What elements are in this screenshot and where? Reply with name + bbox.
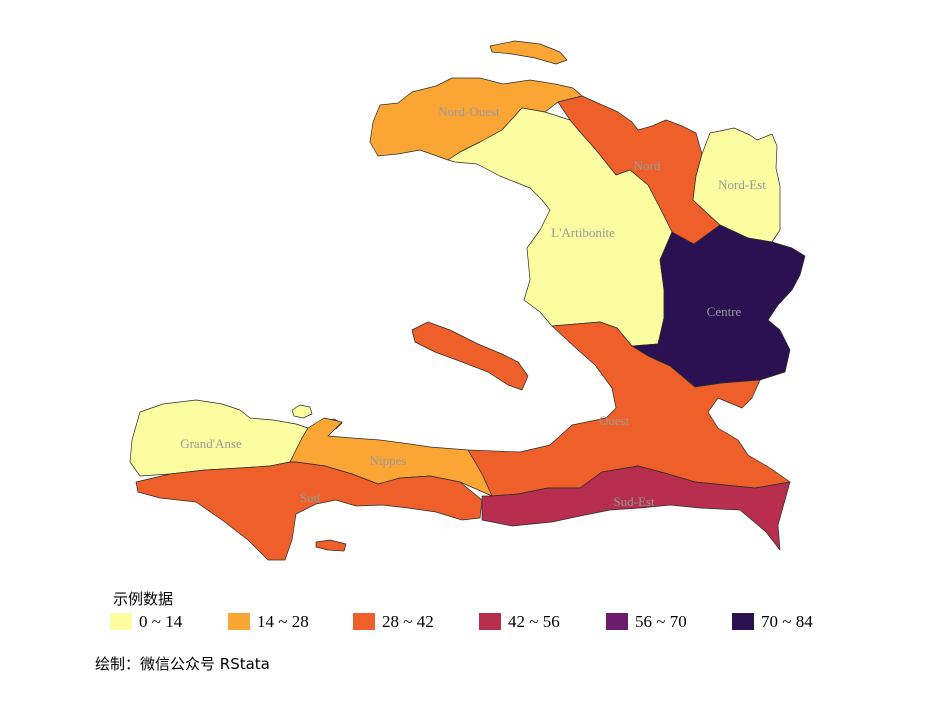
label-nord-ouest: Nord-Ouest [438,104,500,119]
label-sud: Sud [300,490,321,505]
region-sud-est [481,465,791,551]
label-grandanse: Grand'Anse [180,436,242,451]
region-nord-est [692,127,781,243]
island-tortuga [489,40,568,65]
label-centre: Centre [707,304,742,319]
legend-label: 0 ~ 14 [139,612,183,631]
region-nord-ouest [369,77,583,161]
legend-label: 70 ~ 84 [761,612,813,631]
island-ile-a-vache [315,539,347,552]
legend-label: 56 ~ 70 [635,612,687,631]
island-cayemites [291,404,313,419]
legend-swatch [228,613,250,630]
label-lartibonite: L'Artibonite [551,225,615,240]
label-nord: Nord [634,158,661,173]
legend-swatch [353,613,375,630]
legend-swatch [606,613,628,630]
legend-title: 示例数据 [113,590,174,608]
legend-label: 42 ~ 56 [508,612,560,631]
legend-swatch [732,613,754,630]
region-centre [631,224,806,388]
legend-label: 14 ~ 28 [257,612,309,631]
label-ouest: Ouest [599,413,630,428]
caption: 绘制：微信公众号 RStata [95,655,270,673]
legend-label: 28 ~ 42 [382,612,434,631]
legend-swatch [110,613,132,630]
label-nord-est: Nord-Est [718,177,766,192]
island-gonave [411,321,529,391]
legend-swatch [479,613,501,630]
label-nippes: Nippes [370,453,407,468]
region-sud [135,461,483,561]
label-sud-est: Sud-Est [613,494,655,509]
